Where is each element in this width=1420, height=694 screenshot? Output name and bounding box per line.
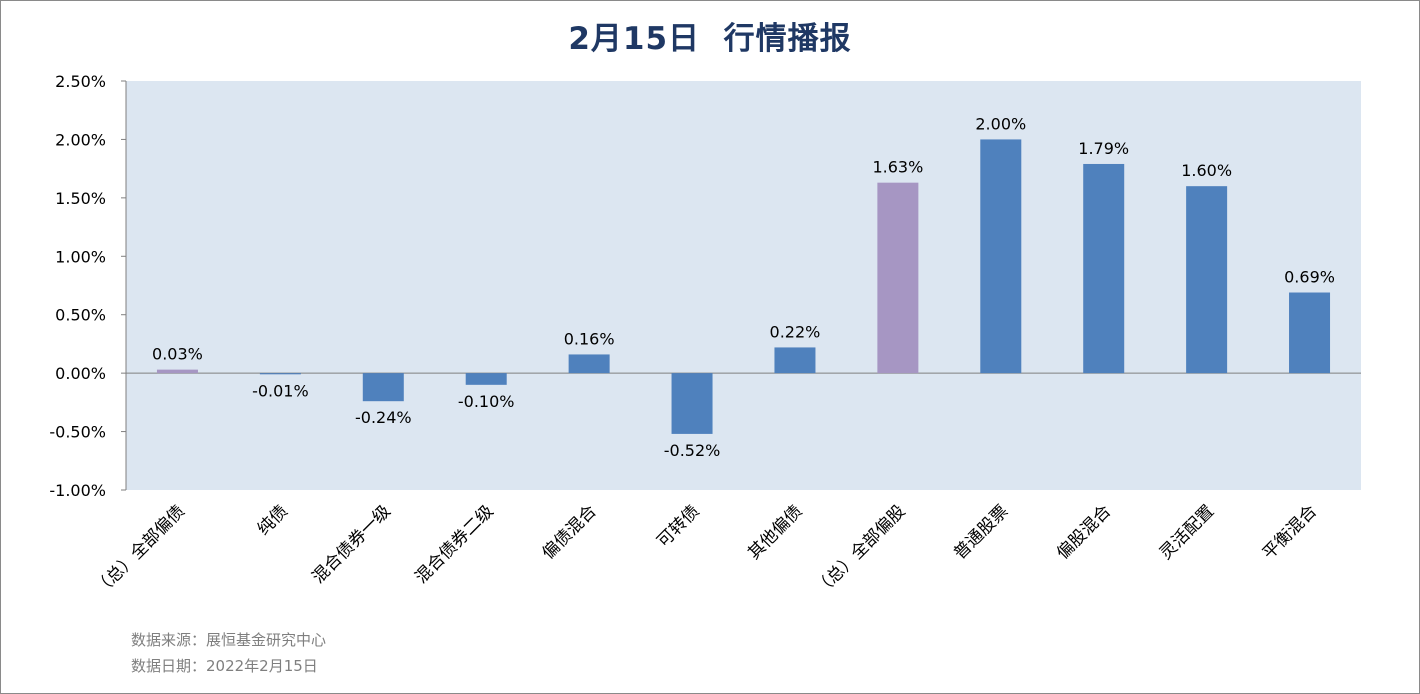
bar [465,373,507,385]
x-tick-label: 偏债混合 [538,501,600,563]
y-tick-label: -0.50% [49,423,106,442]
x-tick-label: 灵活配置 [1156,501,1218,563]
bar [877,182,919,374]
data-source-note: 数据来源：展恒基金研究中心 [131,631,327,649]
x-tick-label: 可转债 [653,501,703,551]
x-tick-label: （总）全部偏债 [91,501,189,599]
bar [568,354,610,374]
chart-title: 2月15日 行情播报 [568,21,852,57]
x-tick-label: 混合债券一级 [309,501,395,587]
x-tick-label: （总）全部偏股 [811,501,909,599]
data-label: 1.79% [1078,139,1129,158]
x-tick-label: 平衡混合 [1259,501,1321,563]
x-tick-label: 普通股票 [950,501,1012,563]
bar [1186,186,1228,374]
data-label: -0.52% [664,441,721,460]
y-tick-label: 2.50% [55,72,106,91]
plot-area [126,81,1361,490]
data-label: -0.10% [458,392,515,411]
data-label: 0.69% [1284,268,1335,287]
x-tick-label: 其他偏债 [744,501,806,563]
data-label: 0.03% [152,345,203,364]
x-tick-label: 混合债券二级 [411,501,497,587]
bar [980,139,1022,374]
y-tick-label: -1.00% [49,481,106,500]
data-date-note: 数据日期：2022年2月15日 [131,657,318,675]
y-tick-label: 1.50% [55,189,106,208]
y-tick-label: 0.00% [55,364,106,383]
bar [362,373,404,402]
data-label: -0.24% [355,408,412,427]
data-label: 0.16% [564,329,615,348]
bar [259,373,301,375]
x-tick-label: 偏股混合 [1053,501,1115,563]
data-label: 1.63% [872,158,923,177]
data-label: 1.60% [1181,161,1232,180]
data-label: -0.01% [252,381,309,400]
bar [671,373,713,434]
bar [1083,163,1125,374]
x-tick-label: 纯债 [254,501,292,539]
y-tick-label: 2.00% [55,130,106,149]
data-label: 2.00% [975,114,1026,133]
y-tick-label: 0.50% [55,306,106,325]
bar [774,347,816,374]
bar [1289,292,1331,374]
y-tick-label: 1.00% [55,247,106,266]
bar [156,369,198,374]
data-label: 0.22% [770,322,821,341]
